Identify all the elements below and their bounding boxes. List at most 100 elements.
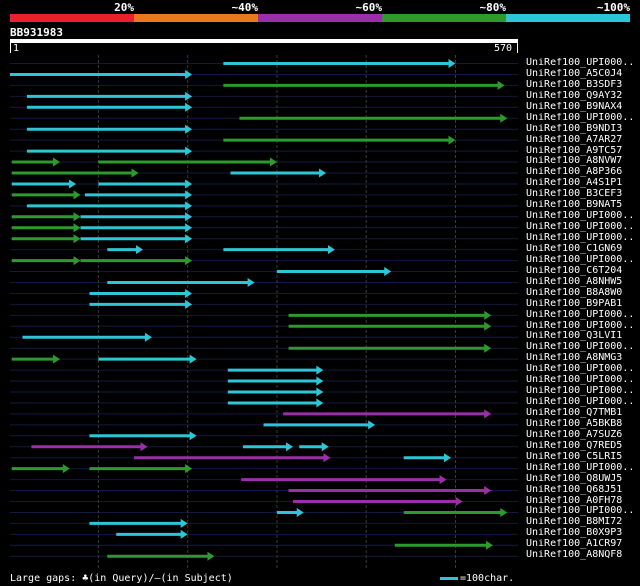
hit-arrowhead[interactable] — [319, 168, 327, 178]
hit-arrowhead[interactable] — [185, 91, 193, 101]
hit-name[interactable]: UniRef100_A8P366 — [526, 167, 623, 178]
hit-arrowhead[interactable] — [131, 168, 139, 178]
hit-arrowhead[interactable] — [384, 267, 392, 277]
hit-arrowhead[interactable] — [316, 365, 324, 375]
hit-name[interactable]: UniRef100_UPI000.. — [526, 462, 635, 473]
hit-arrowhead[interactable] — [185, 124, 193, 134]
hit-name[interactable]: UniRef100_UPI000.. — [526, 254, 635, 265]
hit-arrowhead[interactable] — [180, 529, 188, 539]
hit-arrowhead[interactable] — [73, 256, 81, 266]
hit-arrowhead[interactable] — [185, 234, 193, 244]
hit-arrowhead[interactable] — [185, 256, 193, 266]
hit-name[interactable]: UniRef100_UPI000.. — [526, 112, 635, 123]
hit-arrowhead[interactable] — [73, 223, 81, 233]
hit-arrowhead[interactable] — [136, 245, 144, 255]
hit-arrowhead[interactable] — [455, 497, 463, 506]
hit-name[interactable]: UniRef100_UPI000.. — [526, 506, 635, 517]
hit-name[interactable]: UniRef100_UPI000.. — [526, 375, 635, 386]
hit-arrowhead[interactable] — [327, 245, 335, 255]
hit-arrowhead[interactable] — [321, 442, 329, 452]
hit-arrowhead[interactable] — [189, 431, 197, 441]
hit-name[interactable]: UniRef100_UPI000.. — [526, 397, 635, 408]
hit-name[interactable]: UniRef100_UPI000.. — [526, 222, 635, 233]
hit-arrowhead[interactable] — [269, 157, 277, 167]
hit-name[interactable]: UniRef100_A8NMG3 — [526, 353, 623, 364]
hit-name[interactable]: UniRef100_UPI000.. — [526, 58, 635, 68]
hit-name[interactable]: UniRef100_Q3LVI1 — [526, 331, 623, 342]
hit-arrowhead[interactable] — [497, 80, 505, 90]
hit-name[interactable]: UniRef100_UPI000.. — [526, 309, 635, 320]
hit-name[interactable]: UniRef100_B3CEF3 — [526, 189, 623, 200]
hit-name[interactable]: UniRef100_B9NAT5 — [526, 200, 623, 211]
hit-arrowhead[interactable] — [52, 157, 60, 167]
hit-name[interactable]: UniRef100_B8MI72 — [526, 517, 623, 528]
hit-arrowhead[interactable] — [185, 69, 193, 79]
hit-name[interactable]: UniRef100_UPI000.. — [526, 386, 635, 397]
hit-arrowhead[interactable] — [316, 398, 324, 408]
hit-arrowhead[interactable] — [286, 442, 294, 452]
hit-name[interactable]: UniRef100_A5BKB8 — [526, 418, 623, 429]
hit-name[interactable]: UniRef100_UPI000.. — [526, 233, 635, 243]
hit-arrowhead[interactable] — [185, 179, 193, 189]
hit-arrowhead[interactable] — [484, 343, 492, 353]
hit-name[interactable]: UniRef100_A9TC57 — [526, 145, 623, 156]
hit-arrowhead[interactable] — [484, 310, 492, 320]
hit-name[interactable]: UniRef100_A8NHW5 — [526, 276, 623, 287]
hit-arrowhead[interactable] — [140, 442, 148, 452]
hit-name[interactable]: UniRef100_A0FH78 — [526, 495, 623, 506]
hit-name[interactable]: UniRef100_A5C0J4 — [526, 68, 623, 79]
hit-name[interactable]: UniRef100_A8NVW7 — [526, 156, 623, 167]
hit-arrowhead[interactable] — [73, 234, 81, 244]
hit-name[interactable]: UniRef100_A7SUZ6 — [526, 429, 623, 440]
hit-name[interactable]: UniRef100_C6T204 — [526, 265, 623, 276]
hit-name[interactable]: UniRef100_B0X9P3 — [526, 528, 623, 539]
hit-arrowhead[interactable] — [368, 420, 376, 430]
hit-arrowhead[interactable] — [444, 453, 452, 463]
hit-name[interactable]: UniRef100_Q7RED5 — [526, 440, 623, 451]
hit-name[interactable]: UniRef100_C1GN69 — [526, 243, 623, 254]
hit-arrowhead[interactable] — [180, 518, 188, 528]
hit-arrowhead[interactable] — [316, 376, 324, 386]
hit-arrowhead[interactable] — [185, 288, 193, 298]
hit-arrowhead[interactable] — [316, 387, 324, 397]
hit-arrowhead[interactable] — [189, 354, 197, 364]
hit-name[interactable]: UniRef100_Q7TMB1 — [526, 408, 623, 418]
hit-arrowhead[interactable] — [207, 551, 215, 561]
hit-arrowhead[interactable] — [185, 102, 193, 112]
hit-arrowhead[interactable] — [448, 135, 456, 145]
hit-arrowhead[interactable] — [448, 59, 456, 68]
hit-name[interactable]: UniRef100_C5LRI5 — [526, 451, 623, 462]
hit-name[interactable]: UniRef100_A4S1P1 — [526, 178, 623, 189]
hit-name[interactable]: UniRef100_Q68J51 — [526, 484, 623, 495]
hit-name[interactable]: UniRef100_B8A8W0 — [526, 287, 623, 298]
hit-name[interactable]: UniRef100_UPI000.. — [526, 364, 635, 375]
hit-name[interactable]: UniRef100_A8NQF8 — [526, 550, 623, 561]
hit-arrowhead[interactable] — [185, 146, 193, 156]
hit-arrowhead[interactable] — [484, 409, 492, 419]
hit-arrowhead[interactable] — [296, 507, 304, 517]
hit-arrowhead[interactable] — [484, 321, 492, 331]
hit-arrowhead[interactable] — [69, 179, 77, 189]
hit-name[interactable]: UniRef100_B9NDI3 — [526, 123, 623, 134]
hit-arrowhead[interactable] — [73, 212, 81, 222]
hit-arrowhead[interactable] — [185, 223, 193, 233]
hit-name[interactable]: UniRef100_UPI000.. — [526, 342, 635, 353]
hit-arrowhead[interactable] — [439, 475, 447, 485]
hit-arrowhead[interactable] — [62, 464, 70, 474]
hit-name[interactable]: UniRef100_UPI000.. — [526, 320, 635, 331]
hit-arrowhead[interactable] — [500, 507, 508, 517]
hit-name[interactable]: UniRef100_B9NAX4 — [526, 101, 623, 112]
hit-name[interactable]: UniRef100_Q8UWJ5 — [526, 473, 623, 484]
hit-arrowhead[interactable] — [73, 190, 81, 200]
hit-arrowhead[interactable] — [185, 190, 193, 200]
hit-arrowhead[interactable] — [185, 201, 193, 211]
hit-arrowhead[interactable] — [185, 212, 193, 222]
hit-arrowhead[interactable] — [500, 113, 508, 123]
hit-arrowhead[interactable] — [247, 278, 255, 287]
hit-name[interactable]: UniRef100_B3SDF3 — [526, 79, 623, 90]
hit-arrowhead[interactable] — [486, 540, 494, 550]
hit-name[interactable]: UniRef100_A1CR97 — [526, 539, 623, 550]
hit-arrowhead[interactable] — [52, 354, 60, 364]
hit-arrowhead[interactable] — [144, 332, 152, 342]
hit-arrowhead[interactable] — [323, 453, 331, 463]
